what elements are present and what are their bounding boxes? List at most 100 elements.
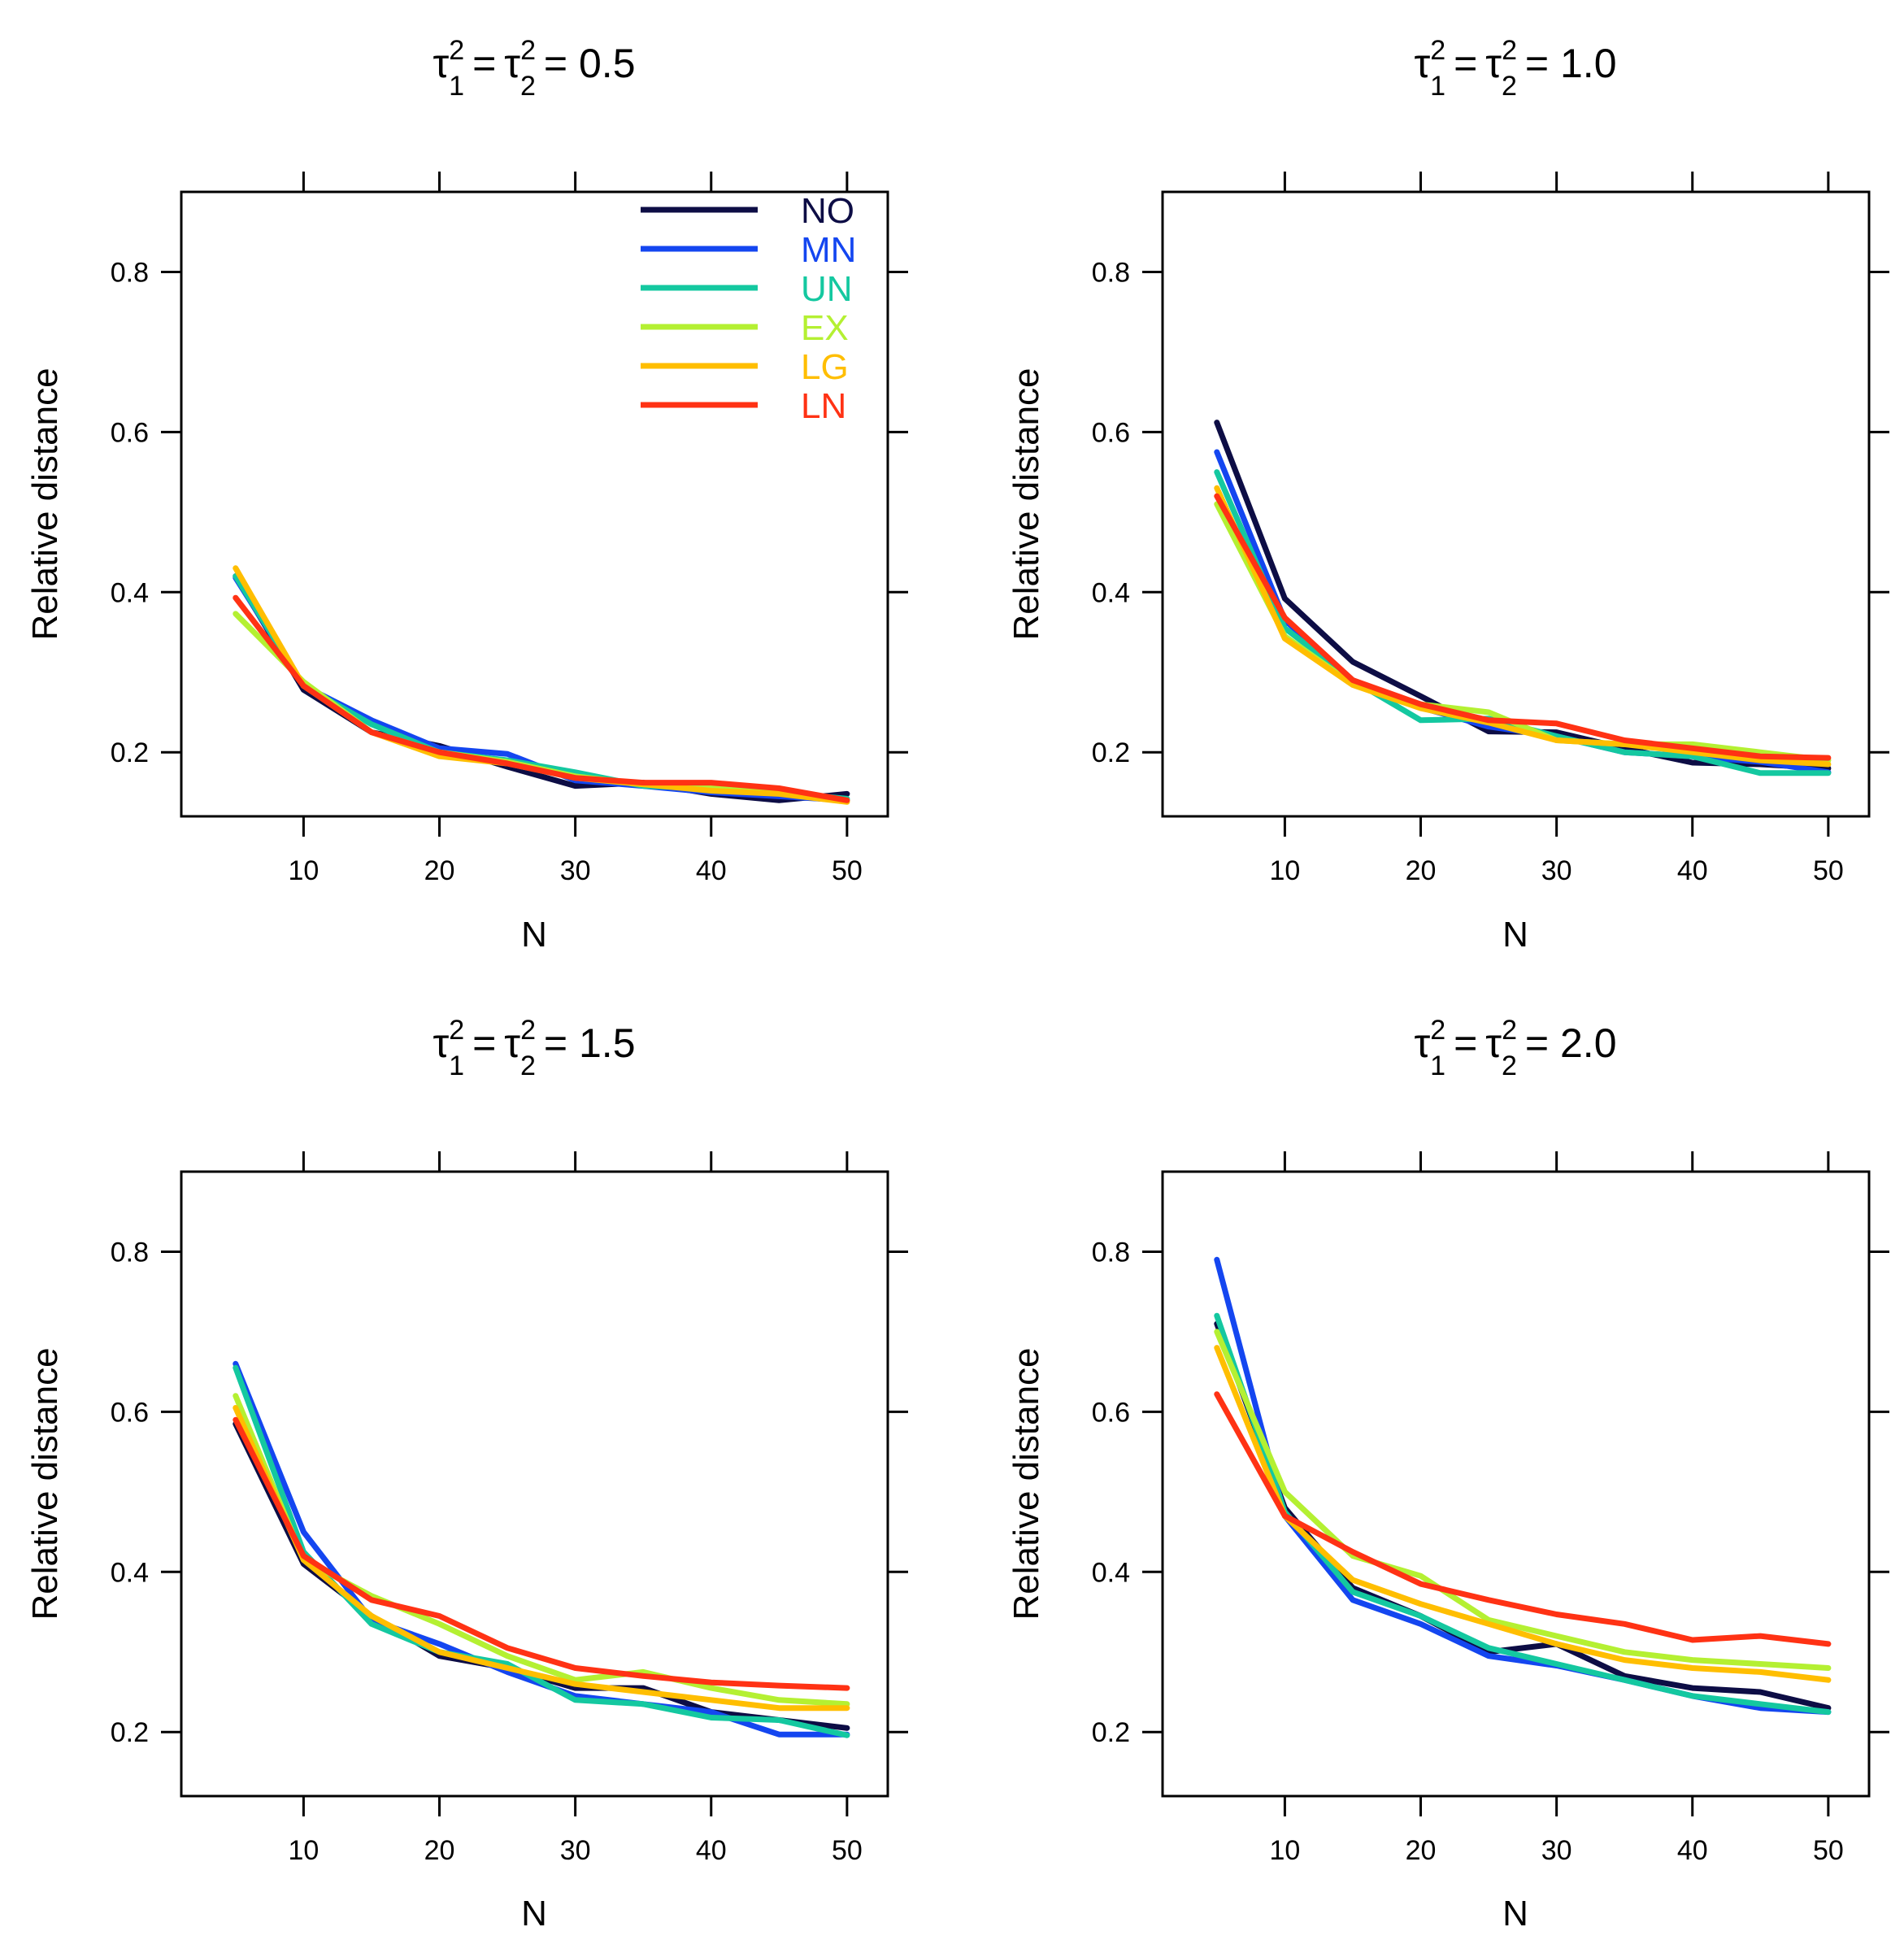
x-tick-label: 20 bbox=[424, 855, 455, 886]
tick-labels: 10 20 30 40 50 0.2 0.4 0.6 0.8 bbox=[1092, 257, 1844, 886]
x-tick-label: 30 bbox=[1541, 1835, 1572, 1866]
title-eq: = bbox=[472, 1020, 496, 1066]
title-eq: = bbox=[472, 41, 496, 86]
series-line-ln bbox=[1214, 1391, 1832, 1647]
panel-title: τ2 1 = τ2 2 = 1.5 bbox=[433, 1015, 635, 1081]
legend-label-no: NO bbox=[801, 191, 854, 231]
title-eq: = bbox=[1454, 41, 1477, 86]
title-value: = 0.5 bbox=[544, 41, 636, 86]
x-tick-label: 10 bbox=[1269, 855, 1300, 886]
series-line-mn bbox=[1214, 1256, 1832, 1716]
y-tick-label: 0.8 bbox=[111, 257, 149, 288]
series-lines bbox=[1214, 1256, 1832, 1716]
x-tick-label: 50 bbox=[1813, 855, 1844, 886]
title-symbol: τ bbox=[504, 41, 520, 86]
y-axis-title: Relative distance bbox=[1006, 1347, 1046, 1620]
plot-frame bbox=[1161, 190, 1871, 818]
y-tick-label: 0.6 bbox=[1092, 1397, 1130, 1428]
x-tick-label: 40 bbox=[1677, 855, 1708, 886]
title-sup: 2 bbox=[449, 1015, 464, 1046]
tick-labels: 10 20 30 40 50 0.2 0.4 0.6 0.8 bbox=[1092, 1237, 1844, 1866]
y-axis-title: Relative distance bbox=[25, 368, 65, 640]
y-tick-label: 0.2 bbox=[111, 737, 149, 768]
ticks bbox=[1142, 1151, 1889, 1816]
title-value: = 2.0 bbox=[1525, 1020, 1617, 1066]
x-axis-title: N bbox=[521, 915, 547, 955]
title-sup: 2 bbox=[1502, 1015, 1517, 1046]
title-sup: 2 bbox=[449, 35, 464, 66]
x-tick-label: 20 bbox=[1406, 855, 1437, 886]
title-sub: 1 bbox=[1430, 71, 1445, 102]
y-axis-title: Relative distance bbox=[1006, 368, 1046, 640]
series-line-lg bbox=[233, 1405, 850, 1712]
panel-tau-2-0: τ2 1 = τ2 2 = 2.0 10 20 30 40 500.20.40.60.8 N Re… bbox=[1006, 1015, 1889, 1933]
title-symbol: τ bbox=[433, 1020, 449, 1066]
y-tick-label: 0.8 bbox=[111, 1237, 149, 1268]
title-eq: = bbox=[1454, 1020, 1477, 1066]
y-tick-label: 0.8 bbox=[1092, 257, 1130, 288]
y-tick-label: 0.4 bbox=[1092, 577, 1130, 608]
x-axis-title: N bbox=[521, 1894, 547, 1933]
panel-title: τ2 1 = τ2 2 = 0.5 bbox=[433, 35, 635, 102]
x-tick-label: 30 bbox=[560, 1835, 591, 1866]
y-tick-label: 0.6 bbox=[111, 417, 149, 448]
x-tick-label: 40 bbox=[696, 1835, 727, 1866]
series-line-ln bbox=[1214, 493, 1832, 761]
legend-label-ex: EX bbox=[801, 308, 849, 348]
x-tick-label: 20 bbox=[1406, 1835, 1437, 1866]
y-tick-label: 0.2 bbox=[1092, 737, 1130, 768]
series-lines bbox=[1214, 420, 1832, 776]
tick-labels: 10 20 30 40 50 0.2 0.4 0.6 0.8 bbox=[111, 1237, 863, 1866]
x-tick-label: 10 bbox=[288, 855, 319, 886]
tick-labels: 10 20 30 40 50 0.2 0.4 0.6 0.8 bbox=[111, 257, 863, 886]
x-axis-title: N bbox=[1502, 1894, 1528, 1933]
series-line-no bbox=[1214, 420, 1832, 772]
title-sub: 2 bbox=[520, 71, 536, 102]
title-sub: 2 bbox=[1502, 71, 1517, 102]
title-symbol: τ bbox=[1485, 41, 1502, 86]
x-tick-label: 20 bbox=[424, 1835, 455, 1866]
y-tick-label: 0.2 bbox=[111, 1717, 149, 1748]
series-line-lg bbox=[1214, 1345, 1832, 1683]
title-sup: 2 bbox=[1430, 35, 1445, 66]
title-sup: 2 bbox=[1430, 1015, 1445, 1046]
x-tick-label: 40 bbox=[696, 855, 727, 886]
title-sub: 1 bbox=[449, 71, 464, 102]
title-sup: 2 bbox=[520, 35, 536, 66]
y-tick-label: 0.4 bbox=[1092, 1557, 1130, 1588]
title-value: = 1.5 bbox=[544, 1020, 636, 1066]
legend-label-un: UN bbox=[801, 269, 853, 309]
title-symbol: τ bbox=[433, 41, 449, 86]
series-lines bbox=[233, 565, 850, 805]
y-tick-label: 0.6 bbox=[1092, 417, 1130, 448]
ticks bbox=[161, 1151, 908, 1816]
title-symbol: τ bbox=[1485, 1020, 1502, 1066]
x-axis-title: N bbox=[1502, 915, 1528, 955]
series-line-ln bbox=[233, 1416, 850, 1691]
title-sup: 2 bbox=[520, 1015, 536, 1046]
ticks bbox=[1142, 172, 1889, 837]
y-tick-label: 0.4 bbox=[111, 577, 149, 608]
y-tick-label: 0.8 bbox=[1092, 1237, 1130, 1268]
plot-frame bbox=[1161, 1170, 1871, 1798]
x-tick-label: 10 bbox=[1269, 1835, 1300, 1866]
x-tick-label: 50 bbox=[832, 855, 863, 886]
plot-frame bbox=[180, 190, 889, 818]
series-line-un bbox=[233, 573, 850, 802]
title-sub: 1 bbox=[1430, 1050, 1445, 1081]
title-symbol: τ bbox=[1414, 41, 1430, 86]
y-axis-title: Relative distance bbox=[25, 1347, 65, 1620]
legend-label-ln: LN bbox=[801, 386, 846, 426]
y-tick-label: 0.6 bbox=[111, 1397, 149, 1428]
series-line-lg bbox=[1214, 485, 1832, 768]
x-tick-label: 50 bbox=[832, 1835, 863, 1866]
panel-title: τ2 1 = τ2 2 = 2.0 bbox=[1414, 1015, 1616, 1081]
title-value: = 1.0 bbox=[1525, 41, 1617, 86]
x-tick-label: 30 bbox=[1541, 855, 1572, 886]
title-sub: 2 bbox=[1502, 1050, 1517, 1081]
series-line-un bbox=[1214, 1312, 1832, 1716]
title-sub: 1 bbox=[449, 1050, 464, 1081]
legend-label-mn: MN bbox=[801, 230, 856, 270]
